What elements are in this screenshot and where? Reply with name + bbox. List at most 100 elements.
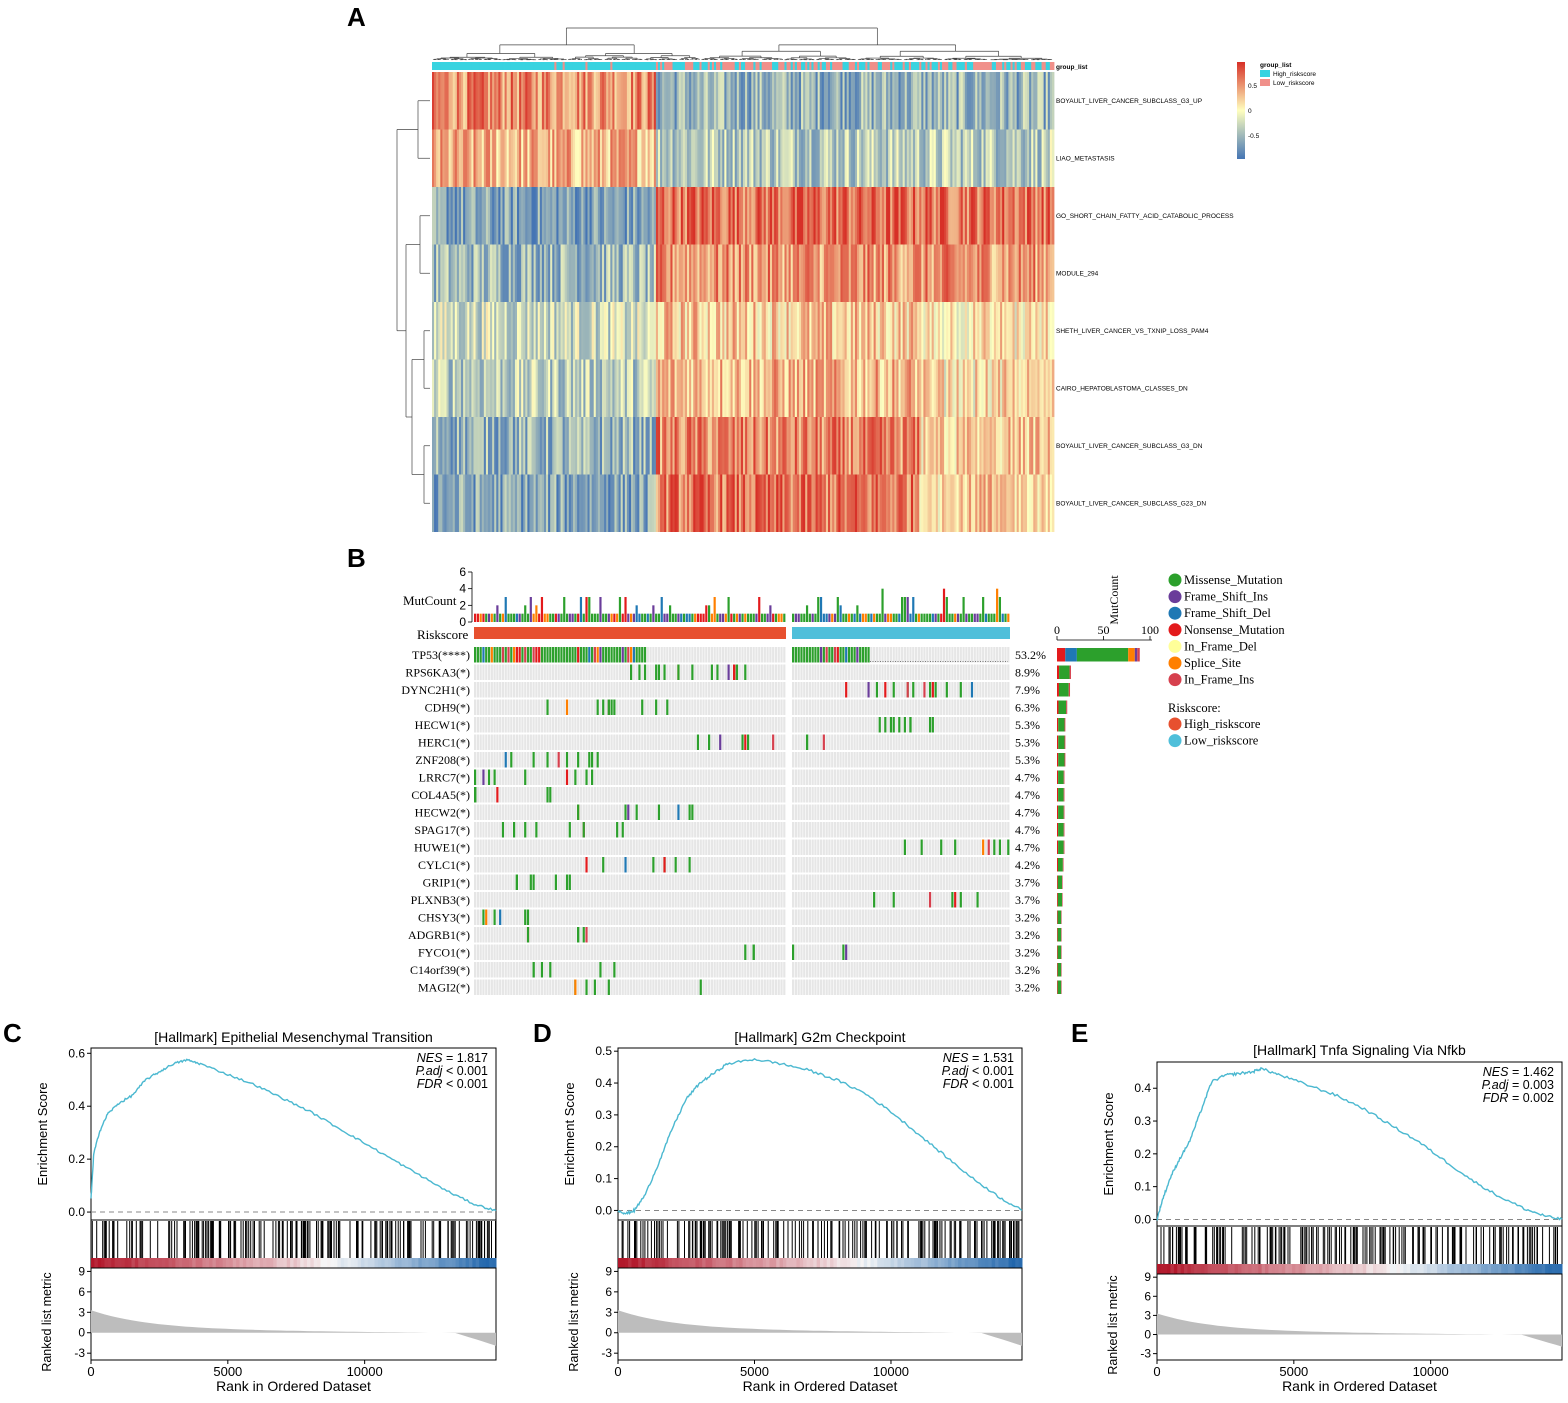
heatmap-cell bbox=[734, 302, 738, 360]
oncoplot-cell bbox=[993, 699, 996, 715]
mutcount-bar bbox=[487, 613, 491, 622]
oncoplot-cell bbox=[702, 699, 705, 715]
heatmap-cell bbox=[765, 187, 769, 245]
heatmap-cell bbox=[651, 359, 655, 417]
heatmap-cell bbox=[558, 129, 561, 187]
oncoplot-cell bbox=[507, 682, 510, 698]
heatmap-cell bbox=[749, 474, 752, 532]
heatmap-cell bbox=[830, 417, 833, 475]
heatmap-cell bbox=[828, 72, 831, 130]
heatmap-cell bbox=[879, 244, 883, 302]
heatmap-cell bbox=[794, 302, 798, 360]
row-dendrogram bbox=[396, 100, 430, 504]
heatmap-cell bbox=[815, 417, 819, 475]
heatmap-cell bbox=[1012, 72, 1015, 130]
mutcount-bar bbox=[540, 597, 544, 622]
oncoplot-cell bbox=[540, 682, 544, 698]
heatmap-cell bbox=[896, 72, 899, 130]
oncoplot-cell bbox=[738, 717, 741, 733]
heatmap-cell bbox=[674, 359, 678, 417]
heatmap-cell bbox=[649, 474, 653, 532]
heatmap-cell bbox=[593, 129, 597, 187]
annotation-cell bbox=[711, 62, 715, 70]
oncoplot-cell bbox=[549, 734, 552, 750]
heatmap-cell bbox=[618, 474, 622, 532]
oncoplot-cell bbox=[674, 699, 677, 715]
heatmap-cell bbox=[471, 187, 474, 245]
oncoplot-cell bbox=[526, 734, 530, 750]
mutcount-bar bbox=[853, 613, 856, 622]
heatmap-cell bbox=[767, 187, 771, 245]
heatmap-cell bbox=[902, 244, 906, 302]
heatmap-cell bbox=[475, 244, 479, 302]
annotation-cell bbox=[784, 62, 787, 70]
annotation-cell bbox=[977, 62, 980, 70]
heatmap-cell bbox=[469, 129, 472, 187]
heatmap-cell bbox=[572, 417, 576, 475]
mutcount-bar bbox=[630, 613, 633, 622]
heatmap-cell bbox=[892, 244, 895, 302]
oncoplot-cell bbox=[828, 682, 831, 698]
heatmap-cell bbox=[954, 72, 957, 130]
heatmap-cell bbox=[740, 359, 744, 417]
heatmap-cell bbox=[591, 302, 595, 360]
heatmap-cell bbox=[527, 244, 530, 302]
annotation-cell bbox=[732, 62, 736, 70]
oncoplot-cell bbox=[574, 734, 577, 750]
heatmap-cell bbox=[500, 129, 503, 187]
oncoplot-cell bbox=[669, 734, 672, 750]
heatmap-cell bbox=[807, 244, 810, 302]
heatmap-cell bbox=[881, 302, 885, 360]
heatmap-cell bbox=[854, 187, 858, 245]
annotation-cell bbox=[566, 62, 570, 70]
oncoplot-cell bbox=[635, 734, 638, 750]
oncoplot-cell bbox=[655, 717, 658, 733]
heatmap-cell bbox=[728, 72, 731, 130]
oncoplot-cell bbox=[1001, 664, 1004, 680]
oncoplot-cell bbox=[490, 699, 493, 715]
mutcount-bar bbox=[716, 613, 719, 622]
annotation-cell bbox=[707, 62, 711, 70]
heatmap-cell bbox=[492, 302, 495, 360]
heatmap-cell bbox=[745, 474, 748, 532]
annotation-cell bbox=[635, 62, 638, 70]
heatmap-cell bbox=[1008, 187, 1011, 245]
heatmap-cell bbox=[1051, 474, 1055, 532]
heatmap-cell bbox=[834, 359, 837, 417]
heatmap-cell bbox=[788, 302, 792, 360]
heatmap-cell bbox=[1010, 244, 1013, 302]
oncoplot-cell bbox=[699, 717, 702, 733]
heatmap-cell bbox=[641, 187, 644, 245]
heatmap-cell bbox=[689, 129, 692, 187]
oncoplot-cell bbox=[859, 664, 862, 680]
heatmap-cell bbox=[533, 359, 537, 417]
heatmap-cell bbox=[722, 474, 725, 532]
heatmap-cell bbox=[902, 72, 906, 130]
heatmap-cell bbox=[432, 474, 435, 532]
oncoplot-cell bbox=[833, 717, 837, 733]
heatmap-cell bbox=[626, 72, 630, 130]
heatmap-cell bbox=[722, 129, 725, 187]
heatmap-cell bbox=[666, 302, 669, 360]
oncoplot-cell bbox=[780, 734, 783, 750]
annotation-cell bbox=[606, 62, 609, 70]
mutcount-bar bbox=[663, 613, 666, 622]
heatmap-cell bbox=[869, 474, 872, 532]
heatmap-cell bbox=[769, 302, 773, 360]
mutcount-bar bbox=[607, 613, 610, 622]
heatmap-cell bbox=[894, 302, 897, 360]
heatmap-cell bbox=[525, 302, 528, 360]
oncoplot-cell bbox=[948, 647, 951, 663]
annotation-cell bbox=[840, 62, 843, 70]
heatmap-cell bbox=[452, 72, 456, 130]
oncoplot-cell bbox=[646, 664, 649, 680]
heatmap-cell bbox=[747, 187, 750, 245]
heatmap-cell bbox=[861, 302, 864, 360]
oncoplot-cell bbox=[646, 734, 649, 750]
annotation-cell bbox=[844, 62, 848, 70]
heatmap-cell bbox=[587, 187, 590, 245]
heatmap-cell bbox=[1002, 359, 1005, 417]
oncoplot-cell bbox=[532, 699, 535, 715]
heatmap-cell bbox=[738, 72, 742, 130]
